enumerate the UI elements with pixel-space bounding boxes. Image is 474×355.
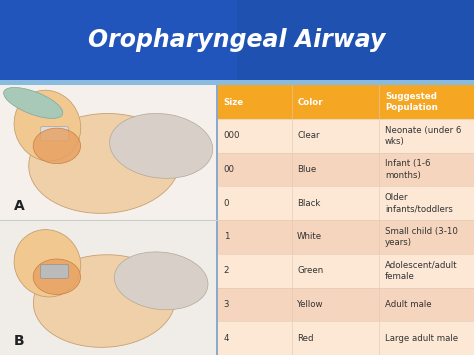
Ellipse shape	[4, 87, 63, 119]
Ellipse shape	[29, 114, 180, 213]
Bar	[0, 220, 218, 355]
Bar	[0, 80, 474, 85]
Text: Neonate (under 6
wks): Neonate (under 6 wks)	[385, 126, 461, 146]
Text: 00: 00	[224, 165, 235, 174]
Text: A: A	[14, 199, 25, 213]
Bar	[218, 186, 474, 220]
Text: Red: Red	[297, 334, 314, 343]
Ellipse shape	[114, 252, 208, 310]
Bar	[218, 85, 474, 119]
Ellipse shape	[14, 230, 81, 297]
Text: 2: 2	[224, 266, 229, 275]
Bar	[218, 254, 474, 288]
Bar	[0, 0, 474, 80]
Bar	[0, 85, 218, 355]
Text: White: White	[297, 233, 322, 241]
Ellipse shape	[33, 259, 81, 295]
Ellipse shape	[33, 128, 81, 164]
Bar	[216, 85, 218, 355]
Text: Size: Size	[224, 98, 244, 106]
Bar	[218, 153, 474, 186]
Text: Blue: Blue	[297, 165, 317, 174]
Text: Black: Black	[297, 199, 320, 208]
Text: 000: 000	[224, 131, 240, 140]
Text: Oropharyngeal Airway: Oropharyngeal Airway	[88, 28, 386, 52]
Text: Small child (3-10
years): Small child (3-10 years)	[385, 227, 458, 247]
FancyBboxPatch shape	[40, 264, 69, 279]
Text: 3: 3	[224, 300, 229, 309]
Text: Adolescent/adult
female: Adolescent/adult female	[385, 261, 457, 281]
Text: Adult male: Adult male	[385, 300, 431, 309]
Text: Color: Color	[297, 98, 323, 106]
Bar	[0, 85, 218, 220]
Ellipse shape	[33, 255, 175, 347]
Ellipse shape	[14, 90, 81, 161]
Bar	[218, 119, 474, 153]
Ellipse shape	[109, 114, 213, 178]
Text: Suggested
Population: Suggested Population	[385, 92, 438, 112]
Bar	[237, 0, 474, 80]
Text: Large adult male: Large adult male	[385, 334, 458, 343]
Bar	[218, 288, 474, 321]
Bar	[218, 321, 474, 355]
Text: B: B	[14, 334, 25, 348]
Text: Infant (1-6
months): Infant (1-6 months)	[385, 159, 430, 180]
FancyBboxPatch shape	[40, 127, 69, 141]
Text: Green: Green	[297, 266, 323, 275]
Text: 1: 1	[224, 233, 229, 241]
Text: Yellow: Yellow	[297, 300, 324, 309]
Text: 4: 4	[224, 334, 229, 343]
Text: Older
infants/toddlers: Older infants/toddlers	[385, 193, 453, 213]
Text: Clear: Clear	[297, 131, 319, 140]
Text: 0: 0	[224, 199, 229, 208]
Bar	[218, 220, 474, 254]
